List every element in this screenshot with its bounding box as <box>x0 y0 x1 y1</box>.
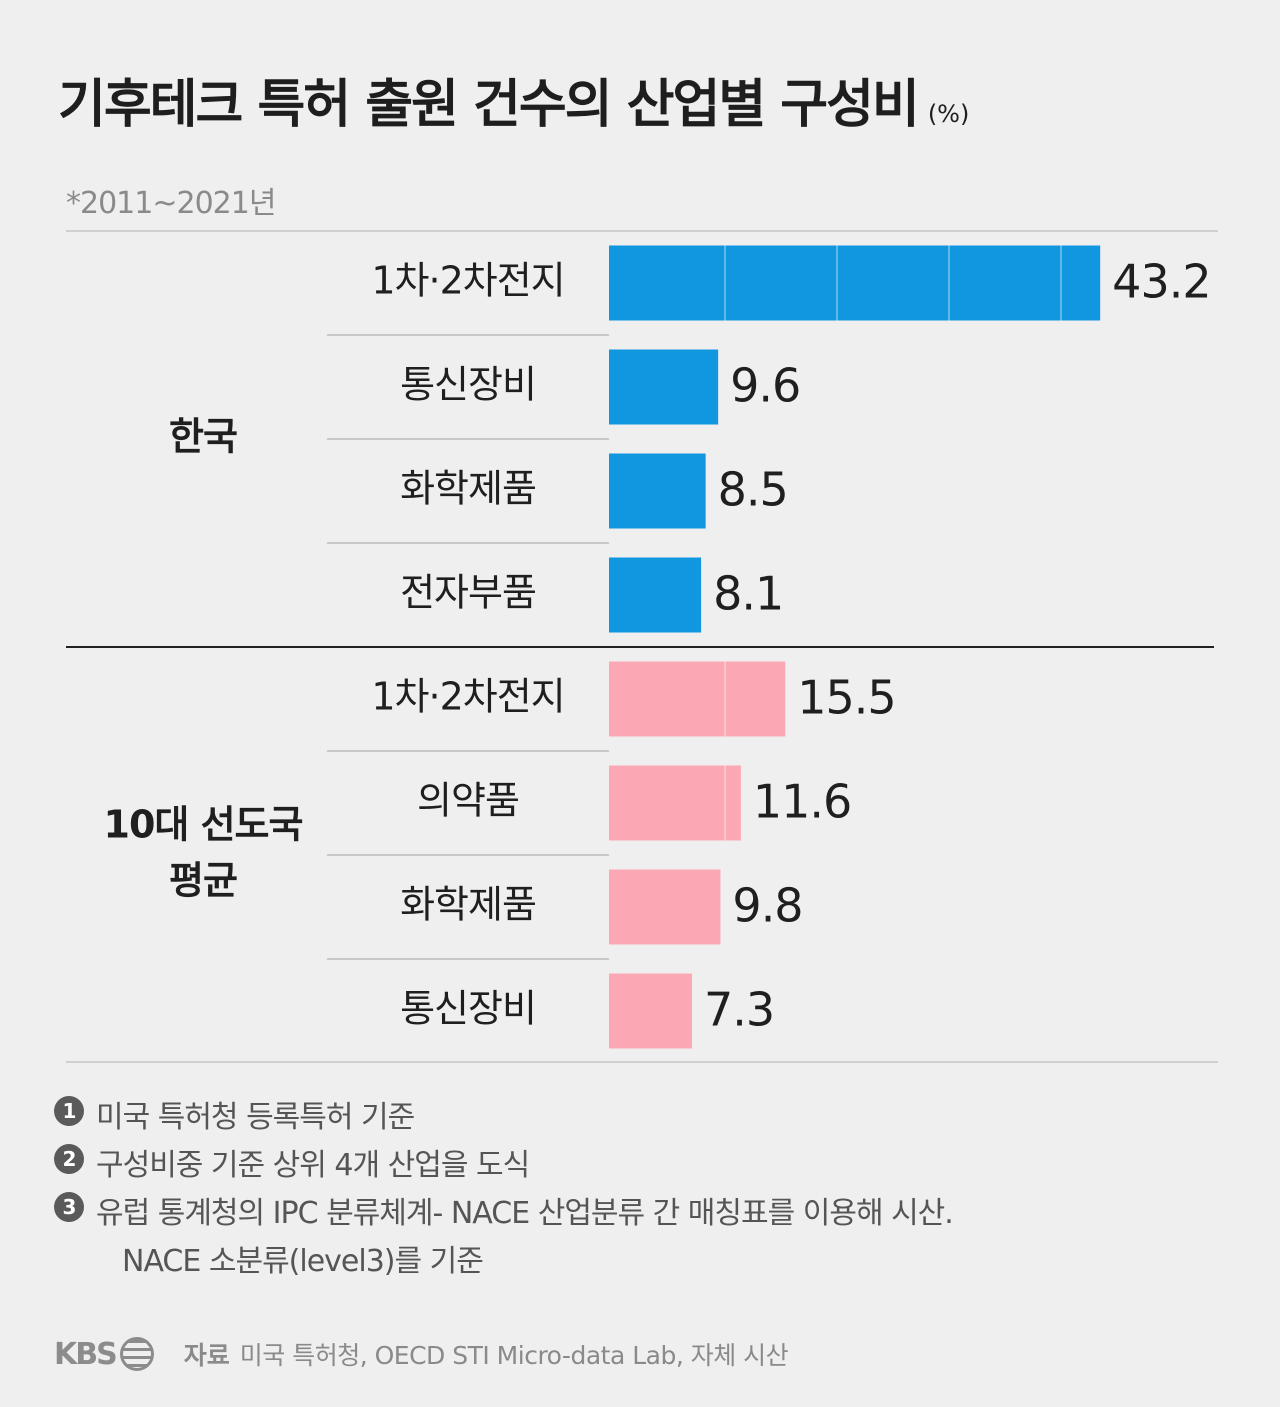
category-label: 의약품 <box>417 779 519 823</box>
bar <box>609 245 1101 321</box>
category-label: 1차·2차전지 <box>371 675 564 719</box>
value-label: 43.2 <box>1112 255 1210 309</box>
group-label: 평균 <box>169 859 237 903</box>
footnote-text: 미국 특허청 등록특허 기준 <box>96 1100 415 1135</box>
group-label: 10대 선도국 <box>104 803 303 847</box>
period-label: *2011~2021년 <box>66 186 276 221</box>
bar <box>609 661 786 737</box>
value-label: 15.5 <box>797 671 895 725</box>
source-label: 자료 <box>183 1341 230 1370</box>
category-label: 1차·2차전지 <box>371 259 564 303</box>
bar-chart: 한국 1차·2차전지 43.2 통신장비 9.6 화학제품 8.5 전자부품 8.1 10대 선도… <box>66 230 1218 1063</box>
chart-title: 기후테크 특허 출원 건수의 산업별 구성비 (%) <box>58 62 969 137</box>
category-label: 전자부품 <box>400 571 536 615</box>
logo-text: KBS <box>54 1336 118 1372</box>
bar <box>609 869 721 945</box>
bar <box>609 973 693 1049</box>
bar <box>609 765 741 841</box>
footnotes: 1 미국 특허청 등록특허 기준 2 구성비중 기준 상위 4개 산업을 도식 3 유럽 … <box>54 1092 954 1284</box>
globe-icon <box>119 1337 154 1371</box>
footnote-text: NACE 소분류(level3)를 기준 <box>122 1244 484 1279</box>
value-label: 9.8 <box>732 879 802 933</box>
footnote: 1 미국 특허청 등록특허 기준 <box>54 1092 953 1140</box>
source-text: 미국 특허청, OECD STI Micro-data Lab, 자체 시산 <box>239 1341 789 1370</box>
footnote-text: 구성비중 기준 상위 4개 산업을 도식 <box>96 1148 530 1183</box>
bar <box>609 453 706 529</box>
title-text: 기후테크 특허 출원 건수의 산업별 구성비 <box>58 75 920 135</box>
footnote-number-icon: 1 <box>54 1096 84 1126</box>
bar <box>609 349 719 425</box>
kbs-logo: KBS <box>54 1337 154 1372</box>
category-label: 통신장비 <box>400 363 536 407</box>
value-label: 8.1 <box>713 567 783 621</box>
source-line: KBS 자료 미국 특허청, OECD STI Micro-data Lab, … <box>54 1336 789 1372</box>
footnote: 3 유럽 통계청의 IPC 분류체계- NACE 산업분류 간 매칭표를 이용해 … <box>54 1188 954 1236</box>
value-label: 8.5 <box>718 463 788 517</box>
category-label: 통신장비 <box>400 987 536 1031</box>
footnote: NACE 소분류(level3)를 기준 <box>54 1236 953 1284</box>
footnote-text: 유럽 통계청의 IPC 분류체계- NACE 산업분류 간 매칭표를 이용해 시… <box>96 1196 954 1231</box>
unit-label: (%) <box>927 100 970 128</box>
footnote-number-icon: 2 <box>54 1144 84 1174</box>
footnote: 2 구성비중 기준 상위 4개 산업을 도식 <box>54 1140 953 1188</box>
bar <box>609 557 702 633</box>
category-label: 화학제품 <box>400 883 536 927</box>
value-label: 7.3 <box>704 983 774 1037</box>
footnote-number-icon: 3 <box>54 1192 84 1222</box>
value-label: 11.6 <box>753 775 851 829</box>
group-label: 한국 <box>169 415 237 459</box>
category-label: 화학제품 <box>400 467 536 511</box>
value-label: 9.6 <box>730 359 800 413</box>
